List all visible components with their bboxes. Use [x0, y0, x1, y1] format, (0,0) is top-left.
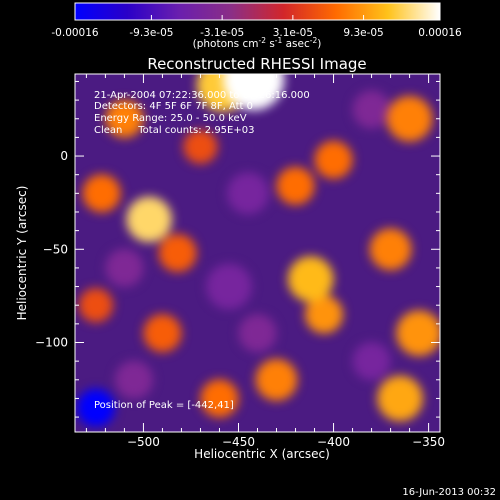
colorbar	[74, 2, 441, 21]
colorbar-tick-label: 9.3e-05	[343, 27, 383, 39]
annotation-energy-range: Energy Range: 25.0 - 50.0 keV	[94, 113, 247, 124]
emission-source	[314, 140, 353, 179]
y-axis-label: Heliocentric Y (arcsec)	[15, 186, 29, 321]
emission-source	[105, 99, 144, 138]
colorbar-tick-label: -9.3e-05	[129, 27, 173, 39]
negative-residual	[352, 342, 391, 381]
colorbar-ticks: -0.00016 -9.3e-05 -3.1e-05 3.1e-05 9.3e-05 0.…	[51, 15, 462, 39]
colorbar-tick-label: -0.00016	[51, 27, 99, 39]
y-tick-label: 0	[60, 149, 68, 163]
emission-source	[158, 233, 197, 273]
colorbar-tick-label: -3.1e-05	[200, 27, 244, 39]
x-tick-label: −500	[127, 435, 160, 449]
negative-residual	[227, 172, 269, 215]
emission-source	[255, 358, 298, 401]
emission-source	[287, 256, 334, 302]
annotation-peak-position: Position of Peak = [-442,41]	[94, 400, 234, 411]
annotation-time-range: 21-Apr-2004 07:22:36.000 to 07:26:16.000	[94, 90, 310, 101]
emission-source	[386, 95, 433, 142]
emission-source	[305, 295, 344, 334]
annotation-detectors: Detectors: 4F 5F 6F 7F 8F, Att 0	[94, 101, 253, 112]
negative-residual	[76, 388, 115, 427]
emission-source	[223, 74, 285, 111]
x-tick-label: −450	[222, 435, 255, 449]
y-tick-label: −50	[43, 242, 68, 256]
x-axis-label: Heliocentric X (arcsec)	[194, 447, 330, 461]
emission-source	[369, 228, 412, 271]
footer-timestamp: 16-Jun-2013 00:32	[402, 487, 496, 498]
colorbar-tick-label: 0.00016	[418, 27, 462, 39]
axes: −500 −450 −400 −350 0 −50 −100	[35, 74, 445, 449]
y-tick-label: −100	[35, 336, 68, 350]
x-tick-label: −400	[317, 435, 350, 449]
emission-source	[143, 314, 182, 353]
x-tick-label: −350	[412, 435, 445, 449]
negative-residual	[238, 314, 277, 353]
emission-source	[377, 375, 423, 422]
heatmap-image	[76, 74, 440, 427]
colorbar-units-label: (photons cm-2 s-1 asec-2)	[193, 36, 322, 50]
emission-source	[183, 129, 218, 164]
annotation-method: Clean Total counts: 2.95E+03	[94, 125, 254, 136]
emission-source	[276, 166, 315, 205]
emission-source	[126, 196, 172, 243]
emission-source	[396, 310, 440, 356]
negative-residual	[114, 360, 153, 399]
emission-source	[82, 174, 121, 213]
chart-title: Reconstructed RHESSI Image	[147, 55, 366, 73]
negative-residual	[206, 263, 252, 310]
annotation-block: 21-Apr-2004 07:22:36.000 to 07:26:16.000…	[94, 90, 310, 411]
emission-source	[200, 379, 239, 418]
colorbar-tick-label: 3.1e-05	[273, 27, 313, 39]
negative-residual	[352, 90, 391, 129]
emission-source	[78, 288, 114, 323]
negative-residual	[105, 248, 144, 287]
